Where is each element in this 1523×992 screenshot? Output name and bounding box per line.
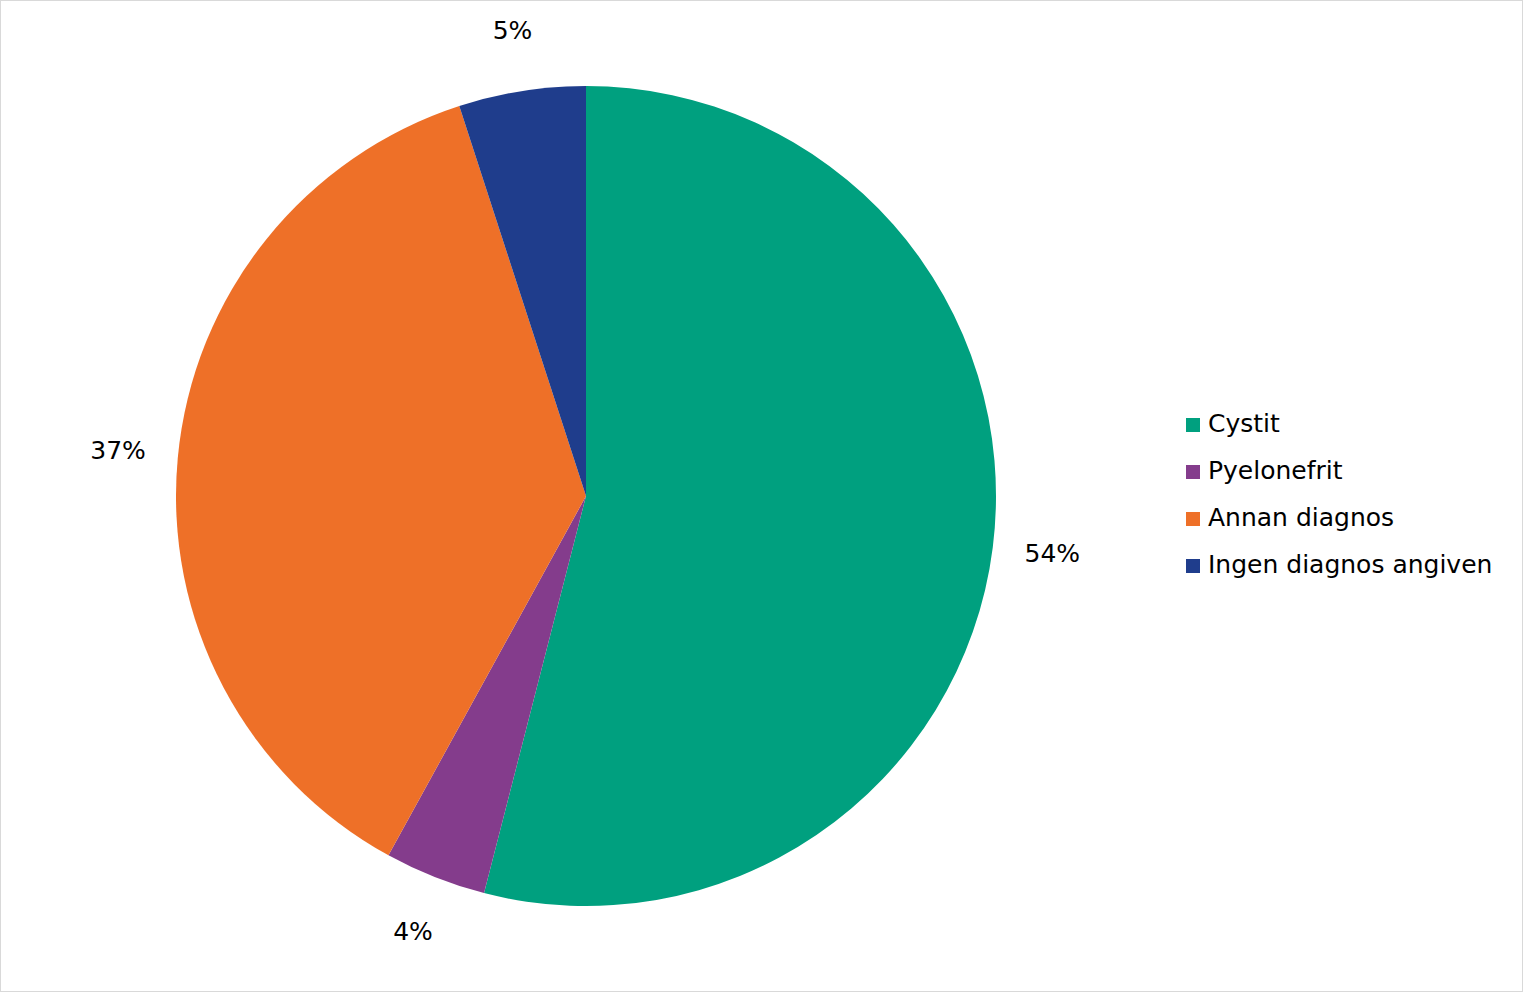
legend-label: Ingen diagnos angiven (1208, 550, 1492, 579)
chart-frame (1, 1, 1523, 992)
legend-label: Annan diagnos (1208, 503, 1394, 532)
legend-label: Pyelonefrit (1208, 456, 1343, 485)
legend-swatch (1186, 418, 1200, 432)
legend-swatch (1186, 465, 1200, 479)
data-label: 4% (393, 917, 433, 946)
data-label: 5% (493, 16, 533, 45)
pie (176, 86, 996, 906)
legend-swatch (1186, 559, 1200, 573)
chart-container: 54% 4% 37% 5% Cystit Pyelonefrit Annan diagnos… (0, 0, 1523, 992)
legend-swatch (1186, 512, 1200, 526)
pie-slice (459, 86, 586, 496)
legend: Cystit Pyelonefrit Annan diagnos Ingen diag… (1186, 409, 1492, 579)
data-label: 37% (90, 436, 146, 465)
data-label: 54% (1025, 539, 1081, 568)
chart-svg: 54% 4% 37% 5% Cystit Pyelonefrit Annan diagnos… (0, 0, 1523, 992)
legend-label: Cystit (1208, 409, 1280, 438)
